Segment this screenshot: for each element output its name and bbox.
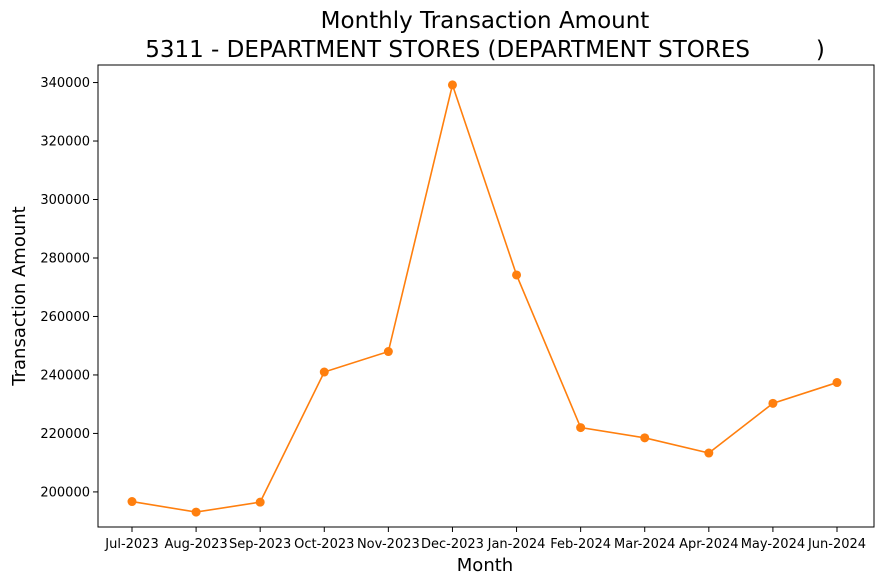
y-tick-label: 220000 — [40, 427, 90, 442]
data-point — [640, 433, 650, 443]
data-point — [255, 497, 265, 507]
data-point — [447, 80, 457, 90]
data-point — [832, 378, 842, 388]
plot-frame — [97, 64, 875, 528]
x-axis-ticks: Jul-2023 Aug-2023 Sep-2023 Oct-2023 Nov-2023… — [104, 527, 866, 552]
y-tick-label: 260000 — [40, 310, 90, 325]
series-layer — [127, 80, 842, 517]
data-point — [576, 423, 586, 433]
x-tick-label: Mar-2024 — [614, 537, 675, 552]
data-point — [704, 448, 714, 458]
y-axis-label: Transaction Amount — [9, 206, 30, 386]
x-tick-label: Dec-2023 — [421, 537, 484, 552]
x-tick-label: Jul-2023 — [104, 537, 158, 552]
y-tick-label: 340000 — [40, 76, 90, 91]
chart-title: Monthly Transaction Amount — [321, 8, 650, 34]
x-tick-label: Feb-2024 — [550, 537, 611, 552]
data-point — [319, 367, 329, 377]
data-point — [383, 347, 393, 357]
y-tick-label: 300000 — [40, 193, 90, 208]
y-tick-label: 240000 — [40, 368, 90, 383]
data-point — [191, 507, 201, 517]
chart-subtitle: 5311 - DEPARTMENT STORES (DEPARTMENT STO… — [145, 37, 825, 63]
x-tick-label: Aug-2023 — [165, 537, 228, 552]
x-tick-label: Apr-2024 — [679, 537, 738, 552]
data-point — [512, 270, 522, 280]
x-axis-label: Month — [457, 555, 513, 576]
x-tick-label: Jan-2024 — [487, 537, 546, 552]
data-point — [768, 398, 778, 408]
x-tick-label: Sep-2023 — [229, 537, 291, 552]
series-line — [131, 81, 838, 513]
y-tick-label: 280000 — [40, 251, 90, 266]
x-tick-label: Jun-2024 — [807, 537, 866, 552]
y-tick-label: 200000 — [40, 485, 90, 500]
x-tick-label: May-2024 — [741, 537, 805, 552]
x-tick-label: Oct-2023 — [294, 537, 354, 552]
y-tick-label: 320000 — [40, 135, 90, 150]
x-tick-label: Nov-2023 — [357, 537, 420, 552]
data-point — [127, 497, 137, 507]
y-axis-ticks: 200000 220000 240000 260000 280000 300000 3200… — [40, 76, 98, 500]
